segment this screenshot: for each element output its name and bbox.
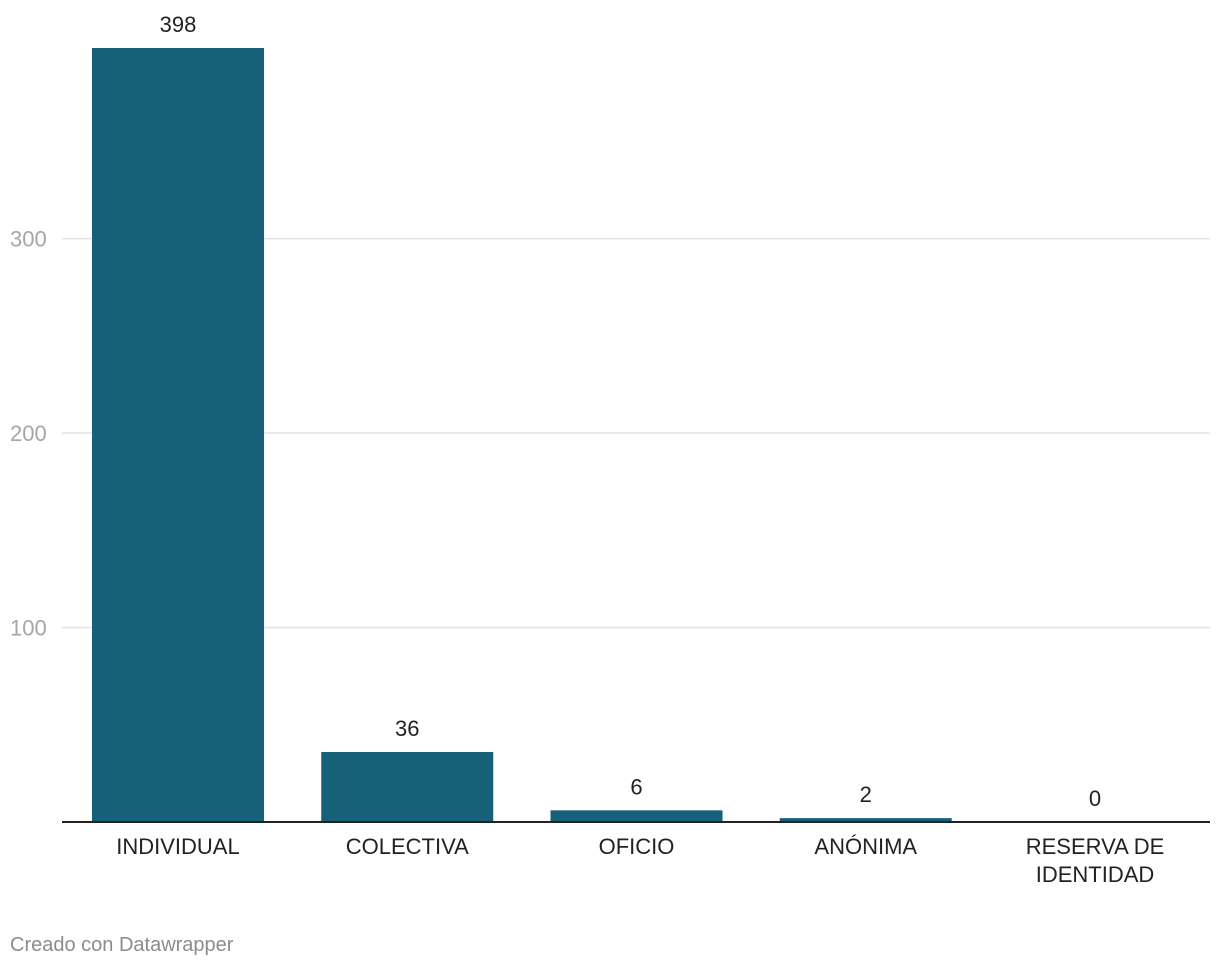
value-label-an-nima: 2 bbox=[860, 782, 872, 807]
credit-text: Creado con Datawrapper bbox=[10, 934, 234, 956]
category-label-oficio: OFICIO bbox=[599, 834, 675, 859]
bar-oficio bbox=[550, 810, 723, 822]
bars bbox=[92, 48, 952, 822]
category-label-line: ANÓNIMA bbox=[814, 834, 917, 859]
x-axis-category-labels: INDIVIDUAL COLECTIVA OFICIO ANÓNIMA RESERVA … bbox=[116, 834, 1164, 887]
category-label-line: INDIVIDUAL bbox=[116, 834, 239, 859]
category-label-reserva-de-identidad: RESERVA DE IDENTIDAD bbox=[1026, 834, 1165, 887]
category-label-line: COLECTIVA bbox=[346, 834, 469, 859]
y-tick-label-300: 300 bbox=[10, 227, 47, 252]
value-label-colectiva: 36 bbox=[395, 716, 419, 741]
y-axis-tick-labels: 100 200 300 bbox=[10, 227, 47, 641]
category-label-line: RESERVA DE bbox=[1026, 834, 1165, 859]
value-label-oficio: 6 bbox=[630, 774, 642, 799]
category-label-colectiva: COLECTIVA bbox=[346, 834, 469, 859]
bar-an-nima bbox=[779, 818, 952, 822]
bar-colectiva bbox=[321, 751, 494, 822]
bar-individual bbox=[92, 48, 264, 822]
y-tick-label-200: 200 bbox=[10, 421, 47, 446]
category-label-individual: INDIVIDUAL bbox=[116, 834, 239, 859]
category-label-an-nima: ANÓNIMA bbox=[814, 834, 917, 859]
category-label-line: IDENTIDAD bbox=[1036, 862, 1155, 887]
category-label-line: OFICIO bbox=[599, 834, 675, 859]
value-label-reserva-de-identidad: 0 bbox=[1089, 786, 1101, 811]
value-labels: 398 36 6 2 0 bbox=[160, 12, 1101, 811]
value-label-individual: 398 bbox=[160, 12, 197, 37]
y-tick-label-100: 100 bbox=[10, 616, 47, 641]
